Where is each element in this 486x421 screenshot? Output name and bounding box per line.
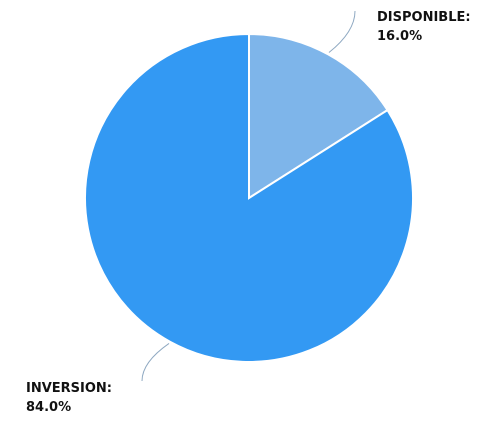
slice-label-name-inversion: INVERSION: bbox=[26, 381, 112, 396]
leader-line-inversion bbox=[141, 343, 170, 382]
slice-labels: DISPONIBLE: 16.0% INVERSION: 84.0% bbox=[26, 10, 471, 415]
leader-lines bbox=[141, 10, 356, 382]
slice-label-value-inversion: 84.0% bbox=[26, 400, 71, 415]
slice-label-name-disponible: DISPONIBLE: bbox=[377, 10, 471, 25]
slice-label-value-disponible: 16.0% bbox=[377, 29, 422, 44]
pie-slices bbox=[84, 32, 414, 363]
pie-slice-inversion bbox=[84, 32, 414, 363]
leader-line-disponible bbox=[328, 10, 356, 53]
pie-slice-disponible bbox=[248, 32, 389, 200]
